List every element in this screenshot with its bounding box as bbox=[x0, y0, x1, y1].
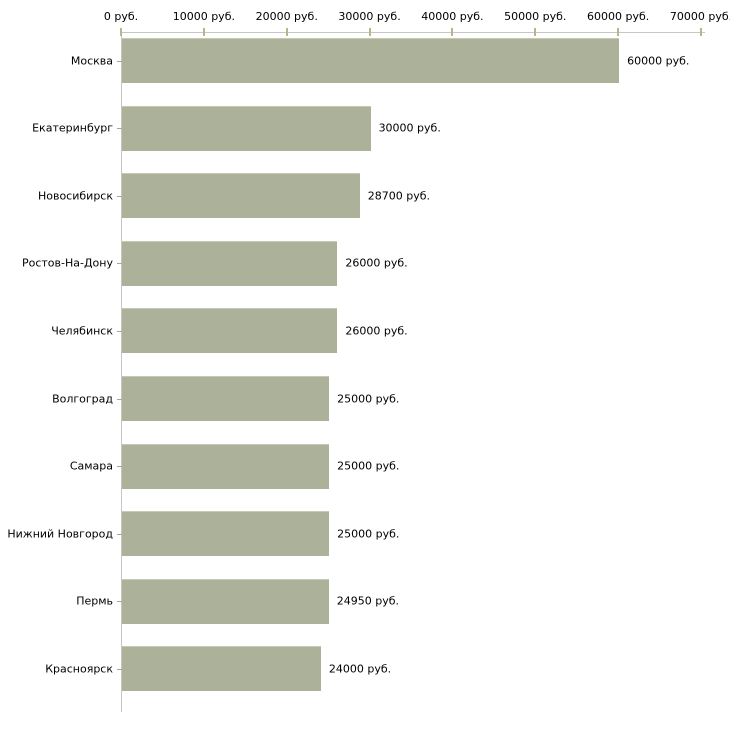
x-axis-tick-label: 10000 руб. bbox=[172, 10, 235, 23]
x-axis-tick-label: 60000 руб. bbox=[587, 10, 650, 23]
x-axis-tick-label: 70000 руб. bbox=[669, 10, 730, 23]
x-axis-tick-mark bbox=[285, 28, 288, 36]
bar bbox=[122, 376, 330, 421]
bar bbox=[122, 578, 329, 624]
category-label: Челябинск bbox=[51, 324, 113, 338]
x-axis-tick-label: 50000 руб. bbox=[504, 10, 567, 23]
category-tick-mark bbox=[117, 263, 124, 265]
category-label: Красноярск bbox=[45, 662, 113, 676]
x-axis-line bbox=[121, 32, 705, 33]
category-tick-mark bbox=[117, 601, 124, 603]
category-label: Нижний Новгород bbox=[7, 527, 113, 541]
bar bbox=[122, 511, 330, 557]
value-label: 26000 руб. bbox=[345, 324, 408, 338]
x-axis-tick-mark bbox=[534, 28, 537, 36]
value-label: 28700 руб. bbox=[367, 189, 431, 203]
value-label: 60000 руб. bbox=[627, 54, 690, 67]
value-label: 25000 руб. bbox=[337, 459, 400, 473]
x-axis-tick-label: 30000 руб. bbox=[338, 10, 401, 23]
category-label: Самара bbox=[69, 459, 113, 473]
bar bbox=[122, 308, 338, 354]
x-axis-tick-mark bbox=[700, 28, 702, 36]
bar bbox=[122, 173, 360, 219]
category-label: Москва bbox=[70, 54, 113, 67]
category-tick-mark bbox=[117, 533, 124, 535]
bar bbox=[122, 38, 620, 83]
x-axis-tick-mark bbox=[202, 28, 205, 36]
bar bbox=[122, 443, 330, 489]
x-axis-tick-mark bbox=[617, 28, 620, 36]
x-axis-tick-mark bbox=[120, 28, 122, 36]
category-tick-mark bbox=[117, 128, 124, 130]
bar bbox=[122, 240, 338, 286]
category-tick-mark bbox=[117, 330, 124, 332]
value-label: 24950 руб. bbox=[336, 594, 399, 608]
bar bbox=[122, 646, 321, 692]
value-label: 25000 руб. bbox=[337, 527, 400, 541]
category-tick-mark bbox=[117, 466, 124, 468]
x-axis-tick-label: 0 руб. bbox=[103, 10, 139, 23]
x-axis-tick-label: 40000 руб. bbox=[421, 10, 484, 23]
value-label: 24000 руб. bbox=[328, 662, 392, 676]
category-label: Волгоград bbox=[52, 392, 113, 405]
x-axis-tick-mark bbox=[368, 28, 371, 36]
category-label: Екатеринбург bbox=[32, 121, 113, 135]
category-label: Пермь bbox=[76, 594, 113, 608]
y-axis-line bbox=[121, 32, 122, 712]
category-tick-mark bbox=[117, 195, 124, 197]
category-tick-mark bbox=[117, 60, 124, 62]
value-label: 25000 руб. bbox=[337, 392, 400, 405]
category-tick-mark bbox=[117, 668, 124, 670]
x-axis-tick-label: 20000 руб. bbox=[255, 10, 318, 23]
bar bbox=[122, 105, 371, 151]
value-label: 26000 руб. bbox=[345, 256, 408, 270]
category-label: Новосибирск bbox=[37, 189, 113, 203]
x-axis-tick-mark bbox=[451, 28, 454, 36]
value-label: 30000 руб. bbox=[378, 121, 441, 135]
category-label: Ростов-На-Дону bbox=[21, 256, 113, 270]
category-tick-mark bbox=[117, 398, 124, 400]
